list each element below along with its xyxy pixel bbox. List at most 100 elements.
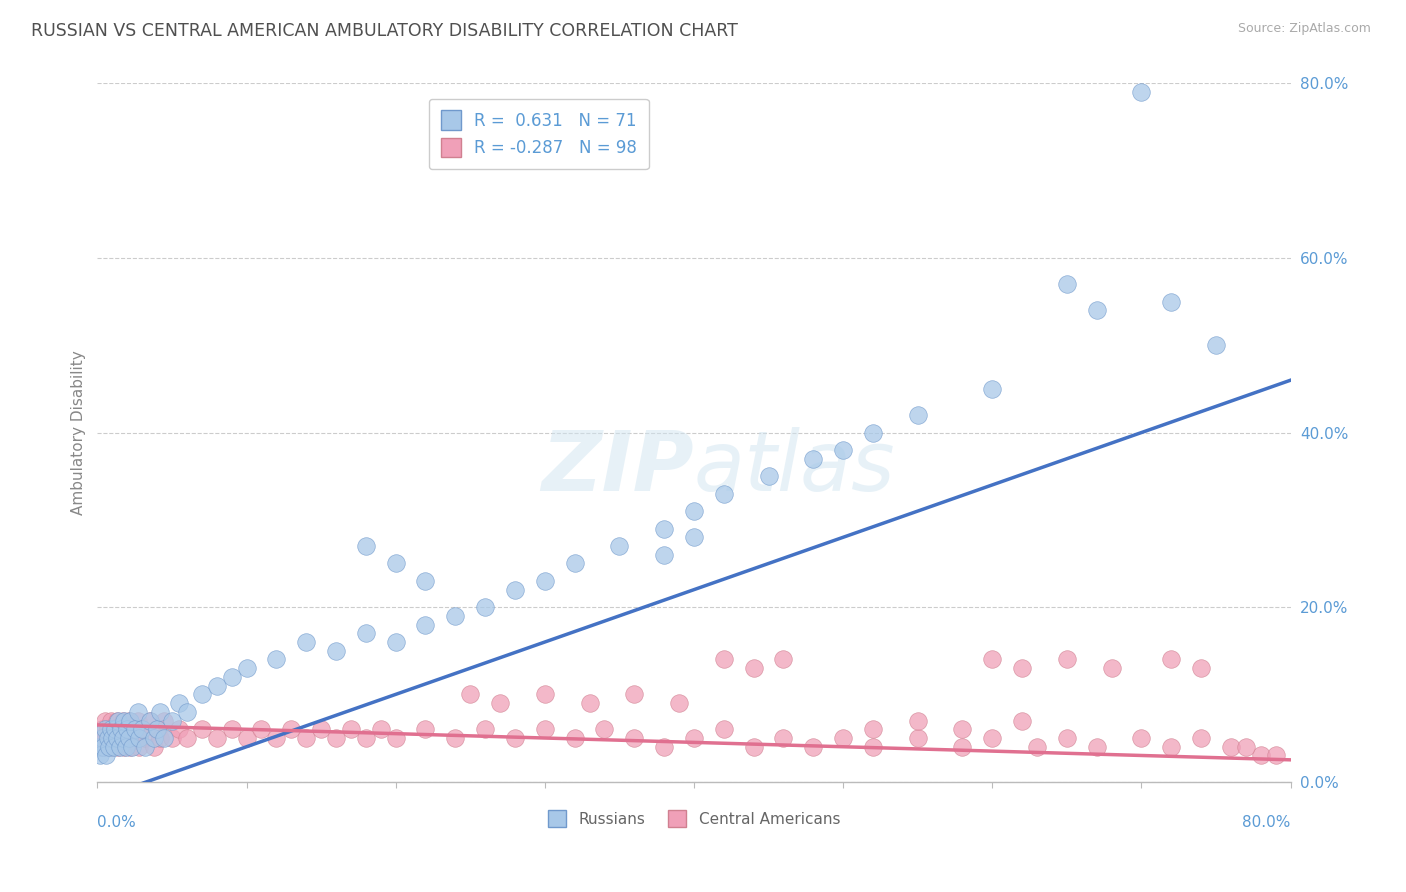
Text: atlas: atlas xyxy=(695,427,896,508)
Point xyxy=(801,451,824,466)
Point xyxy=(503,731,526,745)
Point xyxy=(101,731,124,745)
Point xyxy=(564,731,586,745)
Point xyxy=(309,723,332,737)
Point xyxy=(108,723,131,737)
Point xyxy=(1160,294,1182,309)
Point xyxy=(124,723,146,737)
Point xyxy=(143,739,166,754)
Point xyxy=(354,539,377,553)
Point xyxy=(652,522,675,536)
Point xyxy=(91,731,114,745)
Point xyxy=(128,739,150,754)
Point xyxy=(110,723,132,737)
Point xyxy=(325,731,347,745)
Point xyxy=(772,652,794,666)
Point xyxy=(742,661,765,675)
Legend: Russians, Central Americans: Russians, Central Americans xyxy=(541,804,846,833)
Point xyxy=(96,748,118,763)
Point xyxy=(190,687,212,701)
Point xyxy=(832,442,855,457)
Point xyxy=(104,723,127,737)
Point xyxy=(205,731,228,745)
Point xyxy=(952,723,974,737)
Point xyxy=(668,696,690,710)
Point xyxy=(280,723,302,737)
Point xyxy=(169,696,191,710)
Point xyxy=(104,731,127,745)
Point xyxy=(169,723,191,737)
Point xyxy=(111,714,134,728)
Text: RUSSIAN VS CENTRAL AMERICAN AMBULATORY DISABILITY CORRELATION CHART: RUSSIAN VS CENTRAL AMERICAN AMBULATORY D… xyxy=(31,22,738,40)
Point xyxy=(1056,731,1078,745)
Y-axis label: Ambulatory Disability: Ambulatory Disability xyxy=(72,351,86,515)
Point xyxy=(138,714,160,728)
Point xyxy=(235,661,257,675)
Point xyxy=(134,739,156,754)
Point xyxy=(90,731,112,745)
Point xyxy=(98,739,121,754)
Point xyxy=(131,723,153,737)
Point xyxy=(97,723,120,737)
Point xyxy=(149,705,172,719)
Point xyxy=(108,739,131,754)
Point xyxy=(250,723,273,737)
Point xyxy=(103,723,125,737)
Point xyxy=(94,714,117,728)
Point xyxy=(1160,652,1182,666)
Point xyxy=(160,714,183,728)
Point xyxy=(1011,661,1033,675)
Point xyxy=(713,723,735,737)
Point xyxy=(609,539,631,553)
Point xyxy=(1250,748,1272,763)
Point xyxy=(105,731,128,745)
Point xyxy=(112,739,135,754)
Point xyxy=(114,739,136,754)
Point xyxy=(325,644,347,658)
Point xyxy=(146,723,169,737)
Point xyxy=(683,731,706,745)
Point xyxy=(354,731,377,745)
Point xyxy=(149,731,172,745)
Point xyxy=(1056,652,1078,666)
Point xyxy=(713,486,735,500)
Point xyxy=(120,739,142,754)
Point xyxy=(221,723,243,737)
Point xyxy=(533,574,555,588)
Point xyxy=(683,504,706,518)
Point xyxy=(134,731,156,745)
Point xyxy=(87,739,110,754)
Point xyxy=(862,723,884,737)
Point xyxy=(160,731,183,745)
Point xyxy=(1189,661,1212,675)
Point xyxy=(503,582,526,597)
Point xyxy=(862,739,884,754)
Point xyxy=(801,739,824,754)
Point xyxy=(190,723,212,737)
Point xyxy=(354,626,377,640)
Point xyxy=(1189,731,1212,745)
Point xyxy=(112,714,135,728)
Point xyxy=(110,731,132,745)
Point xyxy=(98,731,121,745)
Point xyxy=(593,723,616,737)
Point xyxy=(103,739,125,754)
Point xyxy=(107,714,129,728)
Point xyxy=(90,723,112,737)
Point xyxy=(533,687,555,701)
Point xyxy=(1101,661,1123,675)
Point xyxy=(652,548,675,562)
Point xyxy=(340,723,363,737)
Point xyxy=(832,731,855,745)
Point xyxy=(415,574,437,588)
Point xyxy=(458,687,481,701)
Point xyxy=(713,652,735,666)
Point xyxy=(127,714,149,728)
Point xyxy=(1056,277,1078,292)
Point xyxy=(1219,739,1241,754)
Point xyxy=(146,723,169,737)
Point xyxy=(772,731,794,745)
Point xyxy=(107,739,129,754)
Point xyxy=(131,723,153,737)
Point xyxy=(564,557,586,571)
